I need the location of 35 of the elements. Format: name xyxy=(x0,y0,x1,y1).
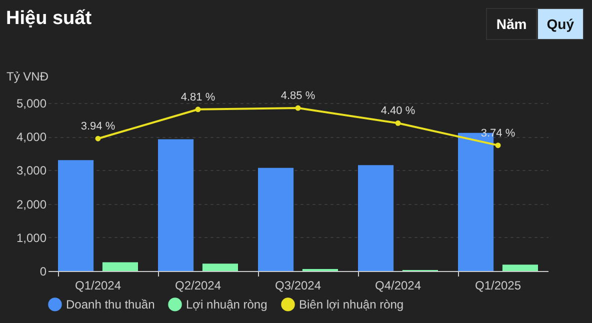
y-tick-label: 4,000 xyxy=(16,130,47,144)
bar xyxy=(158,139,194,271)
period-button: Năm xyxy=(486,8,537,40)
chart-title: Hiệu suất xyxy=(6,8,92,30)
y-tick-label: 2,000 xyxy=(16,197,47,212)
x-tick-label: Q1/2024 xyxy=(74,278,122,292)
bar xyxy=(202,264,238,271)
data-label: 3.74 % xyxy=(480,127,516,140)
period-button: Quý xyxy=(536,8,584,40)
bar xyxy=(58,160,94,271)
data-label: 4.81 % xyxy=(180,91,216,104)
x-tick-label: Q3/2024 xyxy=(274,278,322,292)
point xyxy=(495,142,501,148)
point xyxy=(295,105,301,111)
bar xyxy=(102,262,138,271)
x-tick-label: Q4/2024 xyxy=(374,278,422,292)
data-label: 4.40 % xyxy=(380,105,416,118)
y-tick-label: 1,000 xyxy=(16,230,47,245)
point xyxy=(95,136,101,142)
legend-label: Biên lợi nhuận ròng xyxy=(299,297,404,312)
bar xyxy=(258,168,294,271)
legend-label: Lợi nhuận ròng xyxy=(186,297,268,312)
data-label: 4.85 % xyxy=(280,90,316,102)
y-tick-label: 3,000 xyxy=(16,164,47,178)
y-axis-title: Tỷ VNĐ xyxy=(6,70,49,84)
legend-label: Doanh thu thuần xyxy=(66,297,155,312)
x-tick-label: Q1/2025 xyxy=(474,278,522,292)
point xyxy=(395,120,401,126)
point xyxy=(195,106,201,112)
y-tick-label: 0 xyxy=(40,264,47,278)
bar xyxy=(358,165,394,271)
x-tick-label: Q2/2024 xyxy=(174,278,222,292)
bar xyxy=(502,264,538,271)
y-tick-label: 5,000 xyxy=(16,96,47,110)
data-label: 3.94 % xyxy=(80,120,116,133)
